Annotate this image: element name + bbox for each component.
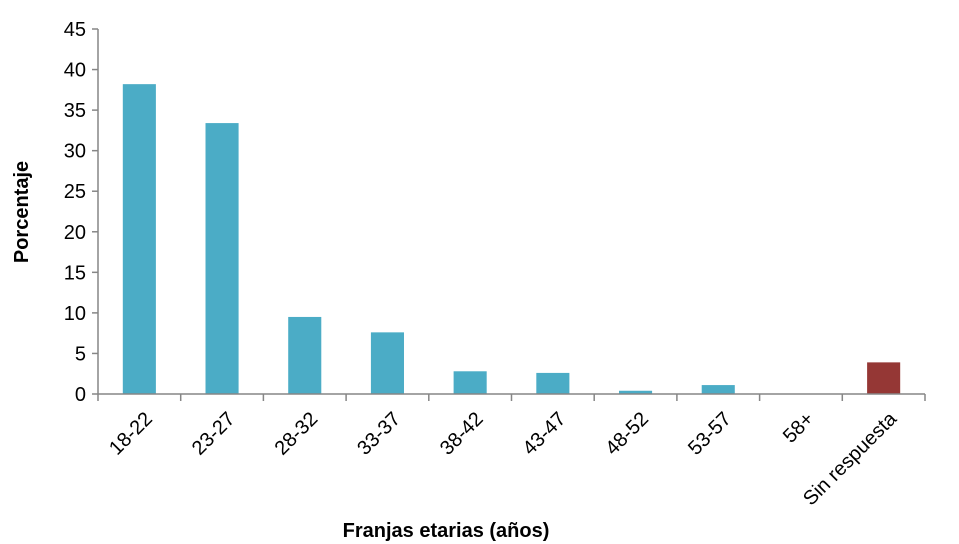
x-tick-label: 23-27 <box>188 408 240 460</box>
bar <box>122 84 156 395</box>
y-tick-label: 10 <box>64 303 86 325</box>
x-tick-label: 33-37 <box>353 408 405 460</box>
x-tick-label: 18-22 <box>105 408 157 460</box>
bars <box>122 84 901 395</box>
x-tick-label: 43-47 <box>519 408 571 460</box>
y-axis-title: Porcentaje <box>11 161 33 263</box>
y-tick-label: 45 <box>64 19 86 41</box>
x-tick-label: 58+ <box>779 408 819 448</box>
y-tick-label: 0 <box>75 384 86 406</box>
x-axis-title: Franjas etarias (años) <box>343 520 550 542</box>
y-tick-label: 5 <box>75 343 86 365</box>
x-tick-label: 28-32 <box>271 408 323 460</box>
bar <box>370 332 404 394</box>
bar <box>453 371 487 394</box>
y-tick-label: 25 <box>64 181 86 203</box>
bar <box>536 372 570 394</box>
y-tick-label: 40 <box>64 60 86 82</box>
x-tick-label: 53-57 <box>684 408 736 460</box>
y-tick-label: 35 <box>64 100 86 122</box>
x-axis-ticks: 18-22 23-27 28-32 33-37 38-42 43-47 48-52 53-57… <box>97 394 926 510</box>
bar <box>701 385 735 394</box>
y-axis-ticks: 0 5 10 15 20 25 30 35 40 45 <box>64 19 98 406</box>
bar <box>205 123 239 394</box>
bar <box>619 390 653 394</box>
x-tick-label: 38-42 <box>436 408 488 460</box>
y-tick-label: 20 <box>64 222 86 244</box>
y-tick-label: 15 <box>64 262 86 284</box>
x-tick-label: 48-52 <box>601 408 653 460</box>
bar <box>288 316 322 394</box>
bar <box>867 362 901 394</box>
y-tick-label: 30 <box>64 141 86 163</box>
